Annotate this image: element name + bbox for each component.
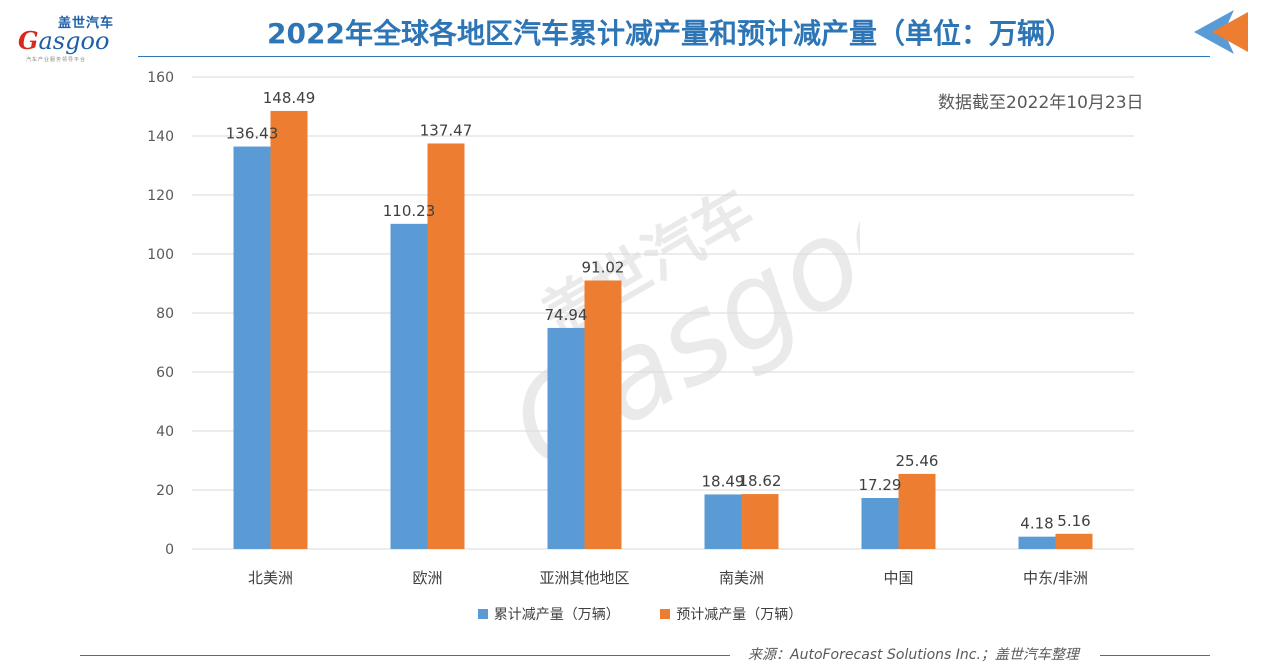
logo-chinese-text: 盖世汽车 — [58, 16, 115, 31]
back-arrow-icon[interactable] — [1190, 8, 1252, 56]
y-tick-label: 20 — [156, 483, 174, 499]
legend-swatch-orange — [660, 609, 671, 619]
gasgoo-logo: 盖世汽车 Gasgoo 汽车产业服务领导平台 — [18, 12, 138, 63]
footer-divider-right — [1100, 655, 1210, 656]
x-tick-label: 亚洲其他地区 — [539, 569, 629, 587]
gridlines — [192, 76, 1134, 550]
page-title: 2022年全球各地区汽车累计减产量和预计减产量（单位：万辆） — [267, 17, 1073, 50]
x-tick-label: 中东/非洲 — [1023, 569, 1088, 587]
x-tick-label: 南美洲 — [719, 569, 764, 587]
y-tick-label: 160 — [147, 70, 174, 86]
legend-swatch-blue — [477, 609, 488, 619]
legend: 累计减产量（万辆） 预计减产量（万辆） — [0, 604, 1280, 624]
y-tick-label: 0 — [165, 542, 174, 558]
bar-forecast — [427, 143, 465, 549]
y-tick-label: 40 — [156, 424, 174, 440]
data-label: 74.94 — [545, 306, 588, 324]
data-labels: 136.43148.49110.23137.4774.9491.0218.491… — [226, 89, 1091, 533]
logo-tagline: 汽车产业服务领导平台 — [26, 57, 87, 63]
x-tick-label: 北美洲 — [248, 569, 293, 587]
x-tick-label: 欧洲 — [412, 569, 442, 587]
data-label: 110.23 — [383, 202, 436, 220]
bar-forecast — [1055, 533, 1093, 549]
legend-label: 预计减产量（万辆） — [676, 607, 803, 623]
y-tick-label: 100 — [147, 247, 174, 263]
data-label: 17.29 — [859, 476, 902, 494]
data-cutoff-note: 数据截至2022年10月23日 — [938, 93, 1144, 113]
y-tick-label: 140 — [147, 129, 174, 145]
bar-chart: 0 20 40 60 80 100 120 140 160 136.43 148.49 110.23… — [147, 70, 1134, 587]
bar-forecast — [741, 494, 779, 549]
bars — [233, 110, 1093, 549]
title-divider — [138, 56, 1210, 57]
bar-cumulative — [861, 497, 899, 549]
bar-cumulative — [704, 494, 742, 549]
data-label: 18.49 — [702, 472, 745, 490]
logo-wordmark: Gasgoo — [18, 26, 110, 55]
y-tick-label: 60 — [156, 365, 174, 381]
data-label: 137.47 — [420, 121, 473, 139]
bar-forecast — [270, 110, 308, 549]
bar-cumulative — [547, 327, 585, 549]
data-label: 148.49 — [263, 89, 316, 107]
x-axis-labels: 北美洲 欧洲 亚洲其他地区 南美洲 中国 中东/非洲 — [248, 569, 1088, 587]
y-tick-label: 80 — [156, 306, 174, 322]
data-label: 136.43 — [226, 125, 279, 143]
data-label: 4.18 — [1020, 515, 1053, 533]
data-label: 18.62 — [739, 472, 782, 490]
data-label: 25.46 — [896, 452, 939, 470]
data-label: 91.02 — [582, 258, 625, 276]
bar-forecast — [584, 280, 622, 549]
bar-cumulative — [233, 146, 271, 549]
footer-divider-left — [80, 655, 730, 656]
bar-cumulative — [1018, 536, 1056, 549]
source-note: 来源：AutoForecast Solutions Inc.；盖世汽车整理 — [748, 647, 1079, 663]
y-tick-label: 120 — [147, 188, 174, 204]
bar-forecast — [898, 473, 936, 549]
y-axis-ticks: 0 20 40 60 80 100 120 140 160 — [147, 70, 174, 558]
legend-label: 累计减产量（万辆） — [493, 607, 620, 623]
x-tick-label: 中国 — [883, 569, 913, 587]
legend-item-forecast[interactable]: 预计减产量（万辆） — [660, 604, 802, 624]
legend-item-cumulative[interactable]: 累计减产量（万辆） — [477, 604, 620, 624]
data-label: 5.16 — [1057, 512, 1090, 530]
bar-cumulative — [390, 223, 428, 549]
